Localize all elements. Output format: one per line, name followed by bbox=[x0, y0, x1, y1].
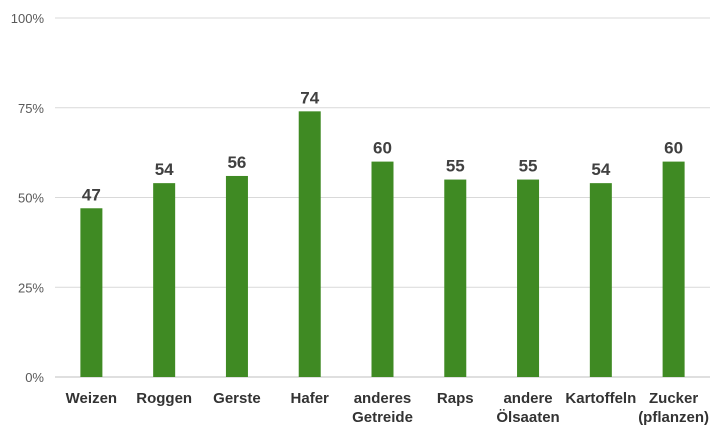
category-label: Weizen bbox=[66, 390, 117, 407]
category-label-line: anderes bbox=[354, 390, 412, 407]
category-label-line: (pflanzen) bbox=[638, 409, 709, 426]
x-axis-categories: Weizen Roggen Gerste Hafer anderes Getreide Ra… bbox=[66, 390, 709, 426]
category-label-line: Weizen bbox=[66, 390, 117, 407]
bar bbox=[153, 183, 176, 377]
category-label: Raps bbox=[437, 390, 474, 407]
data-label: 60 bbox=[373, 139, 392, 158]
category-label-line: Zucker bbox=[649, 390, 698, 407]
category-label-line: Ölsaaten bbox=[496, 409, 559, 426]
bar bbox=[662, 161, 685, 377]
category-label: andere Ölsaaten bbox=[496, 390, 559, 426]
bar bbox=[444, 179, 467, 377]
data-label: 54 bbox=[591, 160, 610, 179]
data-label: 60 bbox=[664, 139, 683, 158]
category-label-line: Kartoffeln bbox=[565, 390, 636, 407]
y-tick-label: 75% bbox=[18, 101, 44, 116]
category-label: Kartoffeln bbox=[565, 390, 636, 407]
data-label: 55 bbox=[446, 157, 465, 176]
category-label-line: Getreide bbox=[352, 409, 413, 426]
y-tick-label: 25% bbox=[18, 280, 44, 295]
bar bbox=[517, 179, 540, 377]
category-label-line: Raps bbox=[437, 390, 474, 407]
data-label: 47 bbox=[82, 185, 101, 204]
category-label-line: andere bbox=[503, 390, 552, 407]
category-label: anderes Getreide bbox=[352, 390, 413, 426]
data-label: 54 bbox=[155, 160, 174, 179]
y-axis-ticks: 0% 25% 50% 75% 100% bbox=[11, 11, 45, 385]
bar bbox=[371, 161, 394, 377]
category-label: Gerste bbox=[213, 390, 261, 407]
category-label-line: Gerste bbox=[213, 390, 261, 407]
bar bbox=[80, 208, 103, 377]
bar bbox=[225, 175, 248, 377]
bar bbox=[589, 183, 612, 377]
data-labels: 47 54 56 74 60 55 55 54 60 bbox=[82, 88, 683, 204]
bars bbox=[80, 111, 685, 377]
y-tick-label: 50% bbox=[18, 191, 44, 206]
data-label: 56 bbox=[227, 153, 246, 172]
category-label-line: Roggen bbox=[136, 390, 192, 407]
category-label: Hafer bbox=[291, 390, 330, 407]
bar bbox=[298, 111, 321, 377]
y-tick-label: 100% bbox=[11, 11, 45, 26]
category-label: Zucker (pflanzen) bbox=[638, 390, 709, 426]
data-label: 55 bbox=[519, 157, 538, 176]
data-label: 74 bbox=[300, 88, 319, 107]
category-label: Roggen bbox=[136, 390, 192, 407]
category-label-line: Hafer bbox=[291, 390, 330, 407]
y-tick-label: 0% bbox=[25, 370, 44, 385]
